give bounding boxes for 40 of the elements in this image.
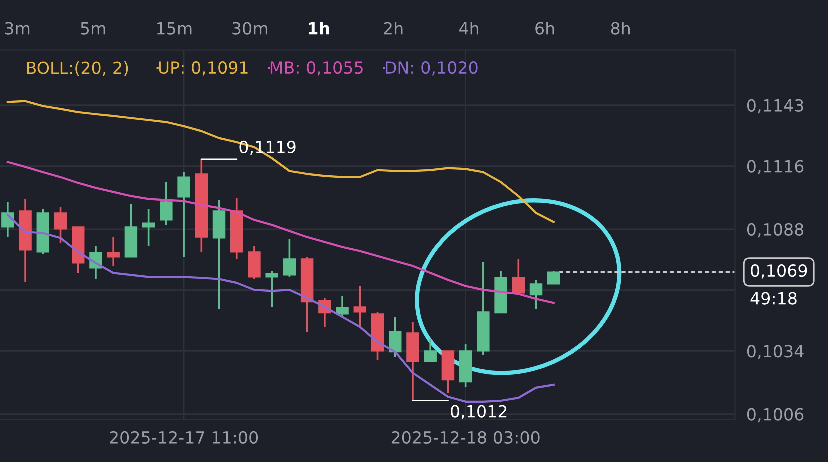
text: 8h xyxy=(611,22,630,35)
candlestick xyxy=(2,201,14,238)
y-tick-label: 0,1034 xyxy=(747,345,804,360)
candlestick xyxy=(512,258,526,294)
text: 6h xyxy=(536,22,554,35)
candlestick xyxy=(283,238,296,278)
y-tick-label: 0,1116 xyxy=(747,160,804,175)
candlestick xyxy=(142,208,156,247)
candlestick xyxy=(54,206,68,244)
y-tick-label: 0,1006 xyxy=(747,408,804,423)
text: 15m xyxy=(157,22,192,35)
line-series xyxy=(6,100,555,224)
y-tick-label: 0,1088 xyxy=(747,223,804,238)
text: 49:18 xyxy=(750,292,797,305)
legend-label: DN: 0,1020 xyxy=(386,61,478,76)
y-tick-label: 0,1143 xyxy=(747,99,804,114)
text: 2h xyxy=(384,22,403,35)
candlestick xyxy=(178,171,190,258)
annotation: 0,1012 xyxy=(451,405,507,420)
x-tick-label: 2025-12-18 03:00 xyxy=(392,431,540,444)
candlestick xyxy=(266,270,278,308)
text: 1h xyxy=(309,22,330,35)
candlestick xyxy=(548,270,560,286)
text: 5m xyxy=(81,22,106,35)
candlestick xyxy=(160,181,173,226)
candlestick xyxy=(354,285,367,328)
text: 30m xyxy=(232,22,268,35)
text: 4h xyxy=(460,22,478,35)
ref-line-label: 0,1069 xyxy=(751,264,808,279)
x-tick-label: 2025-12-17 11:00 xyxy=(110,431,258,444)
annotation: BOLL:(20, 2) xyxy=(27,61,128,76)
line-series xyxy=(6,161,555,304)
legend-label: MB: 0,1055 xyxy=(270,61,363,76)
legend-label: UP: 0,1091 xyxy=(159,61,248,76)
candlestick xyxy=(389,316,402,358)
candlestick xyxy=(530,279,543,310)
candlestick xyxy=(336,295,349,318)
text: 3m xyxy=(5,22,30,35)
candlestick xyxy=(424,338,437,363)
candlestick xyxy=(107,236,120,268)
